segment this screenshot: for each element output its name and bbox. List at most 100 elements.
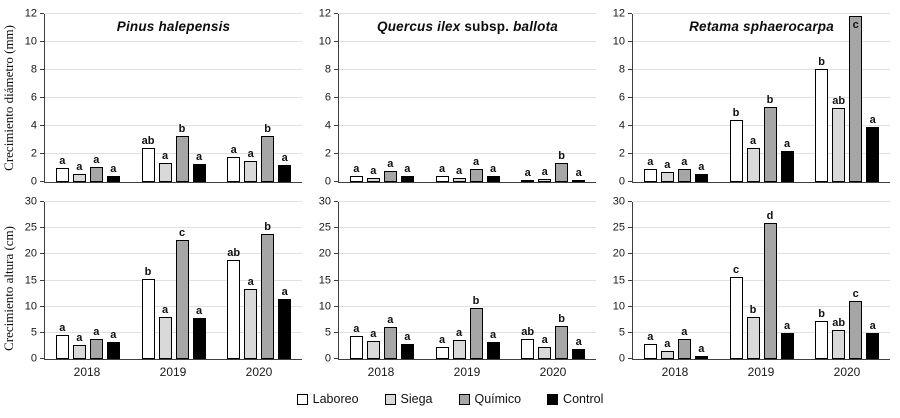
significance-letter: ab bbox=[227, 247, 241, 259]
bar-siega-2018 bbox=[660, 172, 674, 182]
significance-letter: a bbox=[230, 144, 237, 156]
y-axis-tick-mark bbox=[628, 279, 632, 281]
y-axis-tick-mark bbox=[628, 201, 632, 202]
panel-title-part: subsp. bbox=[460, 19, 514, 34]
bar-químico-2020 bbox=[261, 234, 275, 359]
x-axis-labels: 2018 2019 2020 bbox=[632, 360, 890, 379]
bar-wrap: a bbox=[866, 14, 880, 182]
bar-groups: a a a a b a c a ab a b a bbox=[45, 202, 302, 359]
significance-letter: ab bbox=[521, 326, 535, 338]
bar-wrap: b bbox=[746, 202, 760, 359]
x-axis-tick-label-2018: 2018 bbox=[73, 365, 101, 379]
significance-letter: a bbox=[681, 156, 688, 168]
y-axis-tick-mark bbox=[628, 13, 632, 14]
y-axis-tick-mark bbox=[628, 253, 632, 255]
bar-siega-2018 bbox=[366, 178, 380, 182]
bar-wrap: a bbox=[383, 14, 397, 182]
panel-title: Quercus ilex subsp. ballota bbox=[339, 19, 596, 34]
bar-wrap: a bbox=[435, 202, 449, 359]
y-axis-tick-label: 0 bbox=[324, 175, 331, 188]
bar-wrap: c bbox=[729, 202, 743, 359]
bar-wrap: a bbox=[158, 202, 172, 359]
bar-control-2018 bbox=[400, 176, 414, 182]
significance-letter: a bbox=[472, 156, 480, 168]
bar-wrap: a bbox=[694, 14, 708, 182]
significance-letter: a bbox=[783, 138, 791, 150]
x-axis-tick-label-2018: 2018 bbox=[661, 365, 689, 379]
significance-letter: a bbox=[698, 343, 705, 355]
panel-body: 0 5 10 15 20 25 30 a a a a c b d a b ab c a bbox=[606, 196, 900, 364]
y-axis-tick-label: 10 bbox=[612, 35, 625, 48]
gridline bbox=[633, 201, 890, 202]
bar-wrap: b bbox=[555, 14, 569, 182]
gridline bbox=[45, 331, 302, 333]
y-axis-tick-mark bbox=[334, 181, 338, 182]
bar-wrap: a bbox=[538, 14, 552, 182]
y-axis-tick-label: 6 bbox=[618, 91, 625, 104]
significance-letter: a bbox=[93, 326, 100, 338]
bar-control-2018 bbox=[106, 176, 120, 182]
gridline bbox=[45, 41, 302, 42]
y-axis-title: Crecimiento altura (cm) bbox=[0, 196, 18, 380]
bar-wrap: a bbox=[106, 202, 120, 359]
y-axis-tick-mark bbox=[334, 97, 338, 98]
bar-wrap: a bbox=[469, 14, 483, 182]
significance-letter: a bbox=[575, 167, 582, 179]
y-axis-tick-label: 8 bbox=[30, 63, 37, 76]
y-axis-tick-mark bbox=[334, 153, 338, 154]
significance-letter: a bbox=[161, 150, 169, 162]
bar-control-2020 bbox=[278, 165, 292, 182]
x-axis-tick-label-2020: 2020 bbox=[833, 365, 861, 379]
gridline bbox=[339, 125, 596, 126]
significance-letter: ab bbox=[141, 135, 155, 147]
y-axis-tick-label: 15 bbox=[612, 274, 625, 286]
y-axis: 0 5 10 15 20 25 30 bbox=[606, 196, 632, 364]
panel-title-part: ballota bbox=[513, 19, 558, 34]
y-axis-tick-mark bbox=[40, 13, 44, 14]
chart-panel-r0c2: 0 2 4 6 8 10 12 Retama sphaerocarpa a a a a b a b a b ab c… bbox=[606, 0, 900, 196]
y-axis-tick-mark bbox=[334, 125, 338, 126]
y-axis-tick-label: 10 bbox=[24, 300, 37, 313]
gridline bbox=[339, 279, 596, 281]
y-axis: 0 5 10 15 20 25 30 bbox=[18, 196, 44, 364]
significance-letter: b bbox=[766, 94, 774, 106]
significance-letter: b bbox=[178, 123, 186, 135]
bar-wrap: a bbox=[660, 14, 674, 182]
bar-wrap: a bbox=[383, 202, 397, 359]
bar-químico-2018 bbox=[677, 339, 691, 359]
y-axis-tick-label: 0 bbox=[618, 175, 625, 188]
bar-químico-2020: c bbox=[849, 16, 863, 182]
bar-wrap: a bbox=[106, 14, 120, 182]
bar-group-2019: ab a b a bbox=[131, 14, 217, 182]
gridline bbox=[339, 227, 596, 229]
bar-laboreo-2020 bbox=[227, 260, 241, 359]
x-axis-tick-label-2019: 2019 bbox=[159, 365, 187, 379]
chart-panel-r0c1: 0 2 4 6 8 10 12 Quercus ilex subsp. ballota a a a a… bbox=[312, 0, 606, 196]
x-axis-tick-label-2019: 2019 bbox=[453, 365, 481, 379]
significance-letter: c bbox=[178, 227, 186, 239]
chart-panel-r1c0: 0 5 10 15 20 25 30 a a a a b a c a ab a b a 2018 2019 2020 bbox=[18, 196, 312, 380]
gridline bbox=[339, 69, 596, 70]
significance-letter: a bbox=[281, 286, 288, 298]
bar-wrap: b bbox=[763, 14, 777, 182]
bar-siega-2020 bbox=[244, 161, 258, 182]
bar-siega-2018 bbox=[660, 351, 674, 359]
bar-siega-2019 bbox=[746, 148, 760, 182]
gridline bbox=[45, 97, 302, 98]
plot-area: Quercus ilex subsp. ballota a a a a a a a a a a b a bbox=[338, 13, 596, 183]
gridline bbox=[633, 13, 890, 14]
bar-laboreo-2018 bbox=[643, 169, 657, 182]
significance-letter: a bbox=[749, 135, 757, 147]
significance-letter: b bbox=[558, 313, 566, 325]
bar-laboreo-2019 bbox=[435, 347, 449, 359]
y-axis-tick-label: 10 bbox=[318, 35, 331, 48]
bar-laboreo-2018 bbox=[349, 176, 363, 182]
significance-letter: a bbox=[489, 329, 497, 341]
bar-wrap: a bbox=[486, 202, 500, 359]
bar-wrap: a bbox=[677, 14, 691, 182]
bar-laboreo-2018 bbox=[55, 335, 69, 359]
bar-control-2020 bbox=[866, 127, 880, 182]
